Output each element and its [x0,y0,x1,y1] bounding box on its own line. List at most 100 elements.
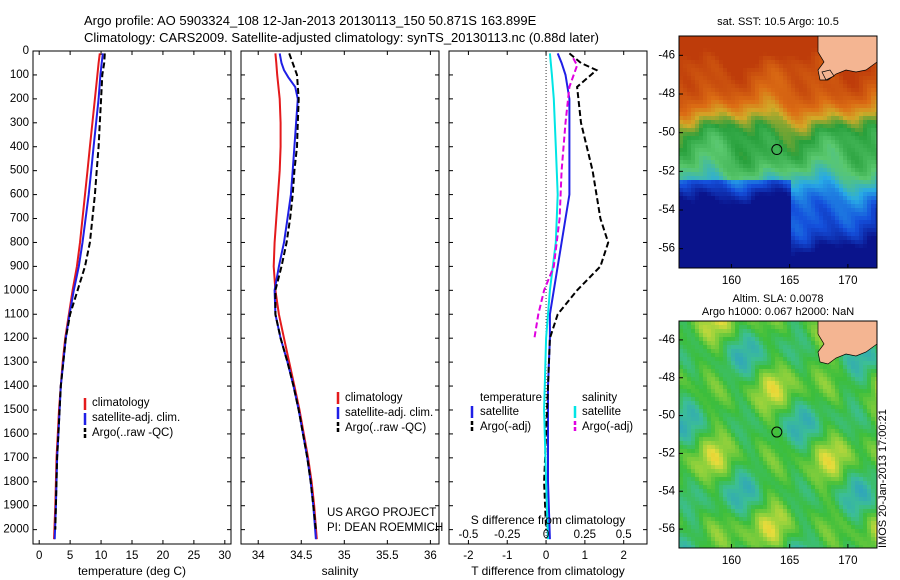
sst-map-cell [763,188,768,193]
sst-map-cell [779,88,784,93]
sst-map-cell [755,168,760,173]
sst-map-cell [727,164,732,169]
sst-map-cell [727,124,732,129]
sst-map-cell [859,96,864,101]
sst-map-cell [747,148,752,153]
sla-map-cell [811,357,816,362]
sla-map-cell [795,325,800,330]
sst-map-cell [803,260,808,265]
sst-map-cell [679,84,684,89]
sst-map-cell [771,148,776,153]
sst-map-cell [679,100,684,105]
sst-map-cell [807,232,812,237]
sst-map-cell [815,88,820,93]
sst-map-cell [723,112,728,117]
sst-map-cell [819,172,824,177]
sst-map-cell [759,108,764,113]
sla-map-cell [711,361,716,366]
sst-map-cell [807,236,812,241]
sst-map-cell [687,240,692,245]
sla-map-cell [695,321,700,326]
sla-map-title-line-1: Altim. SLA: 0.0078 [732,293,823,305]
sla-map-cell [759,441,764,446]
sst-map-cell [731,100,736,105]
sst-map-cell [731,176,736,181]
sst-map-cell [863,80,868,85]
sst-map-cell [735,116,740,121]
sst-map-cell [871,148,876,153]
sla-map-cell [783,325,788,330]
sst-map-cell [711,136,716,141]
sst-map-cell [731,60,736,65]
sst-map-cell [799,96,804,101]
sla-map-cell [791,341,796,346]
sla-map-cell [783,321,788,326]
sla-map-cell [739,357,744,362]
sst-map-cell [831,176,836,181]
sla-map-cell [799,457,804,462]
sst-map-cell [871,80,876,85]
sst-map-cell [871,100,876,105]
sla-map-cell [687,361,692,366]
sst-map-cell [751,56,756,61]
sla-map-cell [703,401,708,406]
sla-map-cell [867,453,872,458]
sst-map-cell [755,180,760,185]
sla-map-cell [731,413,736,418]
sst-map-cell [691,212,696,217]
sla-map-cell [791,389,796,394]
sla-map-cell [731,353,736,358]
sla-map-cell [835,453,840,458]
sla-map-cell [847,373,852,378]
sst-map-cell [795,128,800,133]
temperature-xtick-label: 0 [36,550,42,562]
sst-map-cell [727,224,732,229]
sla-map-cell [795,337,800,342]
sst-map-cell [763,128,768,133]
sst-map-cell [859,220,864,225]
sst-map-cell [727,208,732,213]
sla-map-cell [831,429,836,434]
sst-map-cell [711,120,716,125]
sst-map-cell [799,80,804,85]
sla-map-cell [747,389,752,394]
sst-map-cell [683,52,688,57]
sst-map-cell [799,52,804,57]
sla-map-cell [743,433,748,438]
sst-map-cell [711,80,716,85]
sla-map-cell [815,357,820,362]
sst-map-cell [707,76,712,81]
sla-map-cell [735,401,740,406]
sst-map-cell [799,244,804,249]
sla-map-cell [831,397,836,402]
sst-map-cell [727,108,732,113]
sst-map-cell [687,232,692,237]
sst-map-cell [715,88,720,93]
sst-map-cell [779,208,784,213]
sla-map-cell [731,345,736,350]
sla-map-cell [775,409,780,414]
sla-map-cell [859,353,864,358]
sst-map-cell [835,144,840,149]
sla-map-cell [839,449,844,454]
sst-map-cell [851,80,856,85]
sst-map-cell [815,56,820,61]
sst-map-cell [751,108,756,113]
sst-map-cell [799,172,804,177]
sst-map-cell [843,124,848,129]
sla-map-cell [679,457,684,462]
sst-map-cell [791,100,796,105]
sst-map-cell [771,244,776,249]
sst-map-cell [843,180,848,185]
sst-map-cell [723,252,728,257]
sst-map-cell [679,124,684,129]
sla-map-cell [763,425,768,430]
sla-map-cell [715,345,720,350]
sla-map-cell [835,381,840,386]
sst-map-cell [683,64,688,69]
sst-map-cell [683,252,688,257]
sst-map-cell [799,220,804,225]
sst-map-cell [783,76,788,81]
sst-map-cell [687,36,692,41]
sst-map-cell [839,128,844,133]
